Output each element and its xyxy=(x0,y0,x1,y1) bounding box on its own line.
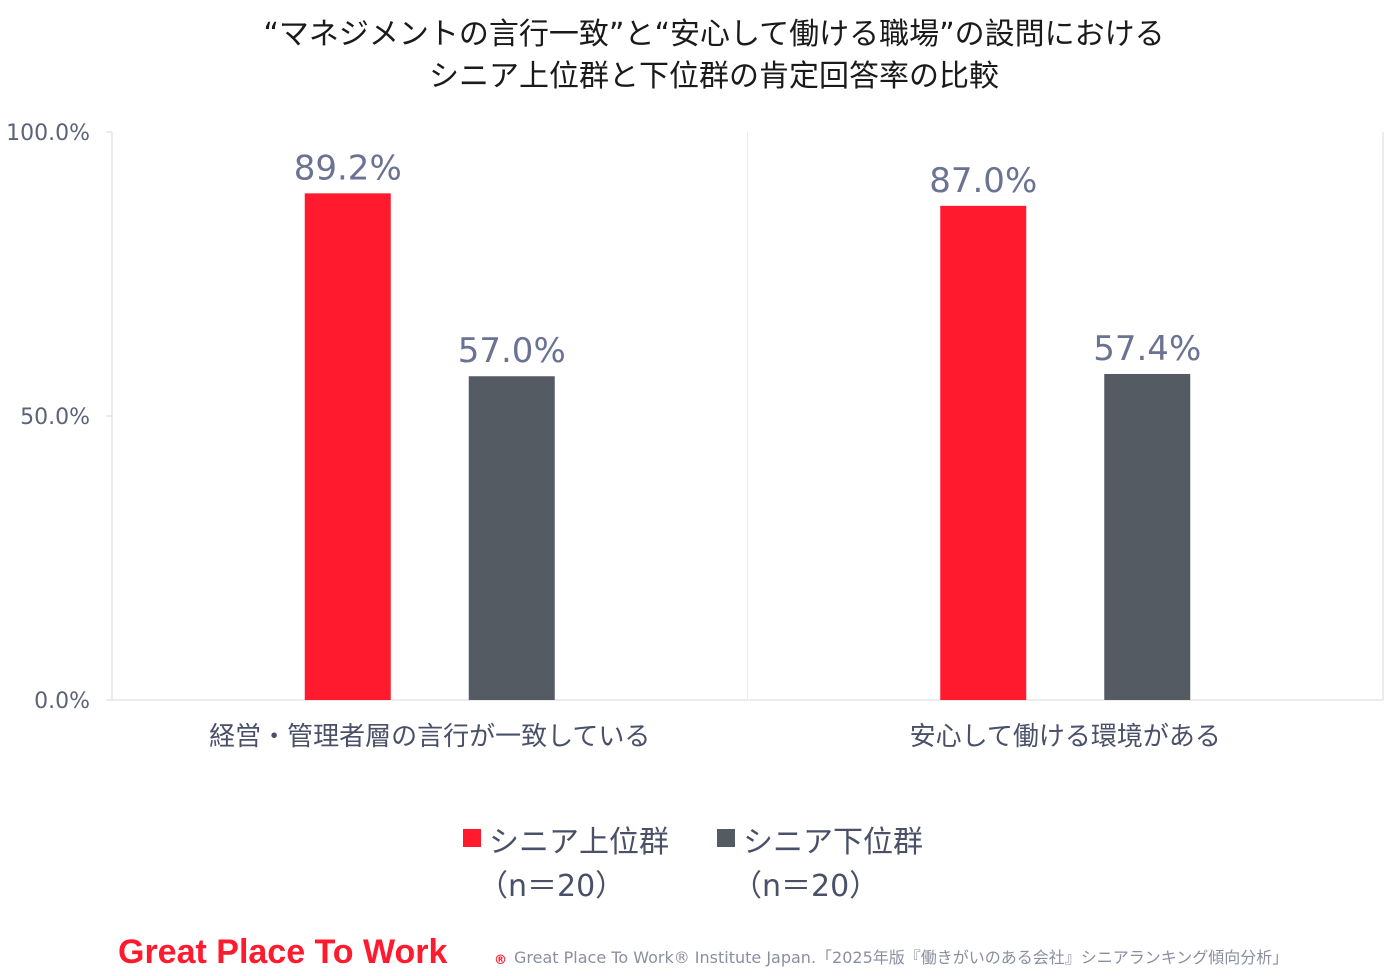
source-citation: Great Place To Work® Institute Japan.「20… xyxy=(514,948,1288,967)
y-tick-label: 0.0% xyxy=(34,689,90,714)
category-label: 経営・管理者層の言行が一致している xyxy=(209,722,650,752)
data-label: 89.2% xyxy=(294,148,402,188)
legend-swatch-lower xyxy=(717,829,735,847)
bar xyxy=(468,376,555,700)
bar xyxy=(940,205,1027,700)
chart-title-line2: シニア上位群と下位群の肯定回答率の比較 xyxy=(429,59,999,94)
legend-label-upper: シニア上位群 xyxy=(489,825,669,860)
data-label: 87.0% xyxy=(929,161,1037,201)
legend-label-lower: シニア下位群 xyxy=(743,825,923,860)
chart-bars xyxy=(304,193,1191,700)
data-label: 57.0% xyxy=(458,331,566,371)
legend-swatch-upper xyxy=(463,829,481,847)
legend: シニア上位群 （n＝20） シニア下位群 （n＝20） xyxy=(463,825,923,904)
legend-sub-upper: （n＝20） xyxy=(478,869,625,904)
bar xyxy=(1104,373,1191,700)
legend-sub-lower: （n＝20） xyxy=(732,869,879,904)
chart-labels: 89.2% 57.0% 経営・管理者層の言行が一致している 87.0% 57.4% 安心し… xyxy=(209,148,1221,752)
data-label: 57.4% xyxy=(1093,329,1201,369)
y-tick-label: 50.0% xyxy=(20,405,90,430)
brand-logo: Great Place To Work xyxy=(118,933,447,971)
bar xyxy=(304,193,391,700)
category-label: 安心して働ける環境がある xyxy=(910,722,1221,752)
chart-title-line1: “マネジメントの言行一致”と“安心して働ける職場”の設問における xyxy=(263,17,1164,52)
footer: Great Place To Work ® Great Place To Wor… xyxy=(118,933,1288,971)
brand-registered-mark: ® xyxy=(494,953,507,968)
y-tick-label: 100.0% xyxy=(6,121,90,146)
